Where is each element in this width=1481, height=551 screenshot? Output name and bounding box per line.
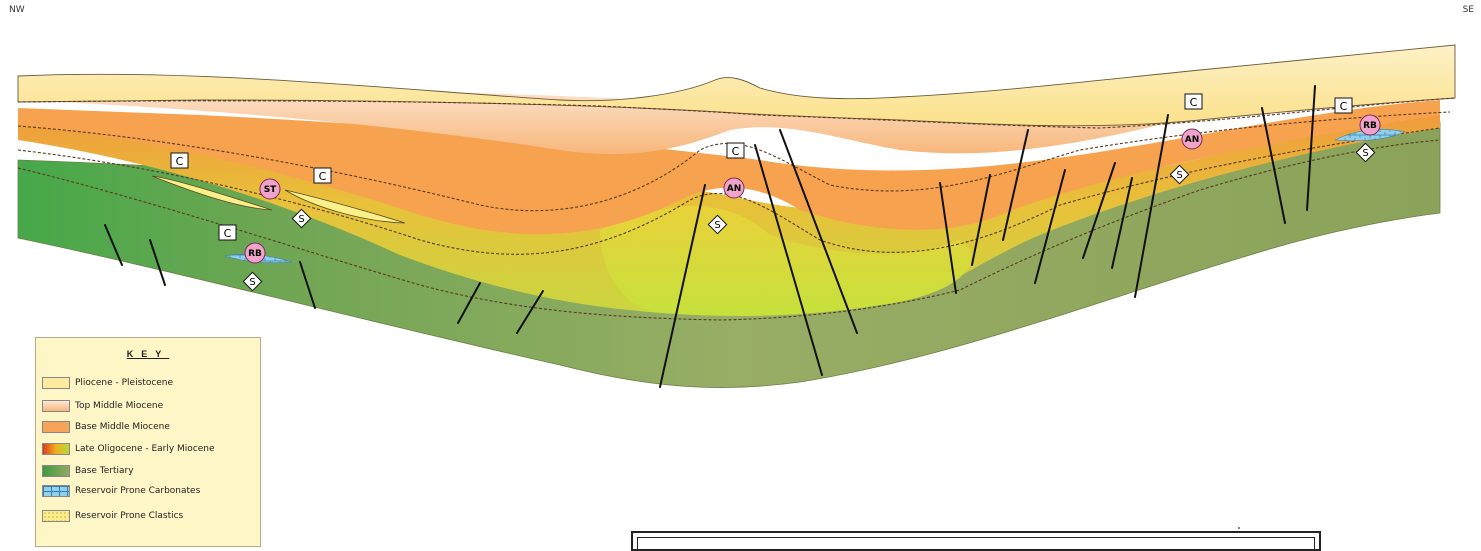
legend-item: Pliocene - Pleistocene — [42, 376, 173, 390]
reservoir-marker: RB — [244, 242, 266, 264]
clastic-wedge-1 — [151, 175, 273, 211]
reservoir-marker: RB — [1359, 114, 1381, 136]
svg-text:RB: RB — [248, 249, 262, 259]
legend-item: Late Oligocene - Early Miocene — [42, 442, 215, 456]
reservoir-marker: AN — [723, 177, 745, 199]
late-oligocene-central-bulge — [600, 206, 972, 316]
legend-label: Base Middle Miocene — [75, 422, 170, 432]
svg-text:C: C — [1340, 100, 1348, 113]
legend-item: Reservoir Prone Carbonates — [42, 484, 200, 498]
cap-marker: C — [726, 142, 745, 159]
base-middle-miocene-layer — [18, 100, 1440, 235]
swatch-base-tertiary — [42, 465, 70, 477]
title-block-frame — [631, 531, 1321, 551]
cap-marker: C — [170, 152, 189, 169]
legend-label: Pliocene - Pleistocene — [75, 378, 174, 388]
swatch-carbonates — [42, 485, 70, 497]
legend-item: Base Middle Miocene — [42, 420, 170, 434]
se-direction-label: SE — [1462, 5, 1474, 15]
source-marker: S — [242, 271, 263, 292]
svg-text:S: S — [298, 214, 304, 225]
source-marker: S — [1355, 142, 1376, 163]
source-marker: S — [707, 214, 728, 235]
swatch-late-oligocene — [42, 443, 70, 455]
nw-direction-label: NW — [9, 5, 25, 15]
swatch-pliocene — [42, 377, 70, 389]
reservoir-marker: ST — [259, 178, 281, 200]
source-markers: S S S S S — [242, 142, 1376, 292]
svg-text:C: C — [319, 170, 327, 183]
legend-label: Reservoir Prone Clastics — [75, 511, 184, 521]
cap-marker: C — [313, 167, 332, 184]
svg-text:C: C — [224, 227, 232, 240]
reservoir-markers: ST RB AN AN RB — [244, 114, 1381, 264]
cap-marker: C — [218, 224, 237, 241]
svg-text:RB: RB — [1363, 121, 1377, 131]
legend-item: Top Middle Miocene — [42, 399, 163, 413]
svg-text:S: S — [1362, 148, 1368, 159]
cap-marker: C — [1184, 93, 1203, 110]
svg-text:S: S — [1176, 170, 1182, 181]
swatch-base-middle-miocene — [42, 421, 70, 433]
legend-title: KEY — [126, 349, 170, 359]
svg-text:C: C — [1190, 96, 1198, 109]
cap-rock-markers: C C C C C C — [170, 93, 1353, 241]
svg-text:S: S — [714, 220, 720, 231]
svg-text:S: S — [249, 277, 255, 288]
svg-text:AN: AN — [1185, 135, 1200, 145]
legend-label: Base Tertiary — [75, 466, 134, 476]
small-mark — [1238, 527, 1240, 529]
reservoir-marker: AN — [1181, 128, 1203, 150]
svg-text:C: C — [732, 145, 740, 158]
swatch-top-middle-miocene — [42, 400, 70, 412]
faults — [104, 85, 1316, 388]
clastic-wedge-2 — [284, 189, 406, 224]
swatch-clastics — [42, 510, 70, 522]
source-marker: S — [1169, 164, 1190, 185]
svg-text:C: C — [176, 155, 184, 168]
svg-text:AN: AN — [727, 184, 742, 194]
legend-key: KEY Pliocene - Pleistocene Top Middle Mi… — [35, 337, 261, 547]
legend-label: Reservoir Prone Carbonates — [75, 486, 201, 496]
cross-section-diagram: C C C C C C ST RB AN AN RB S S S S S — [17, 44, 1456, 388]
legend-item: Reservoir Prone Clastics — [42, 509, 183, 523]
legend-label: Top Middle Miocene — [75, 401, 164, 411]
cap-marker: C — [1334, 97, 1353, 114]
legend-item: Base Tertiary — [42, 464, 134, 478]
legend-label: Late Oligocene - Early Miocene — [75, 444, 215, 454]
source-marker: S — [291, 208, 312, 229]
svg-text:ST: ST — [264, 185, 277, 195]
